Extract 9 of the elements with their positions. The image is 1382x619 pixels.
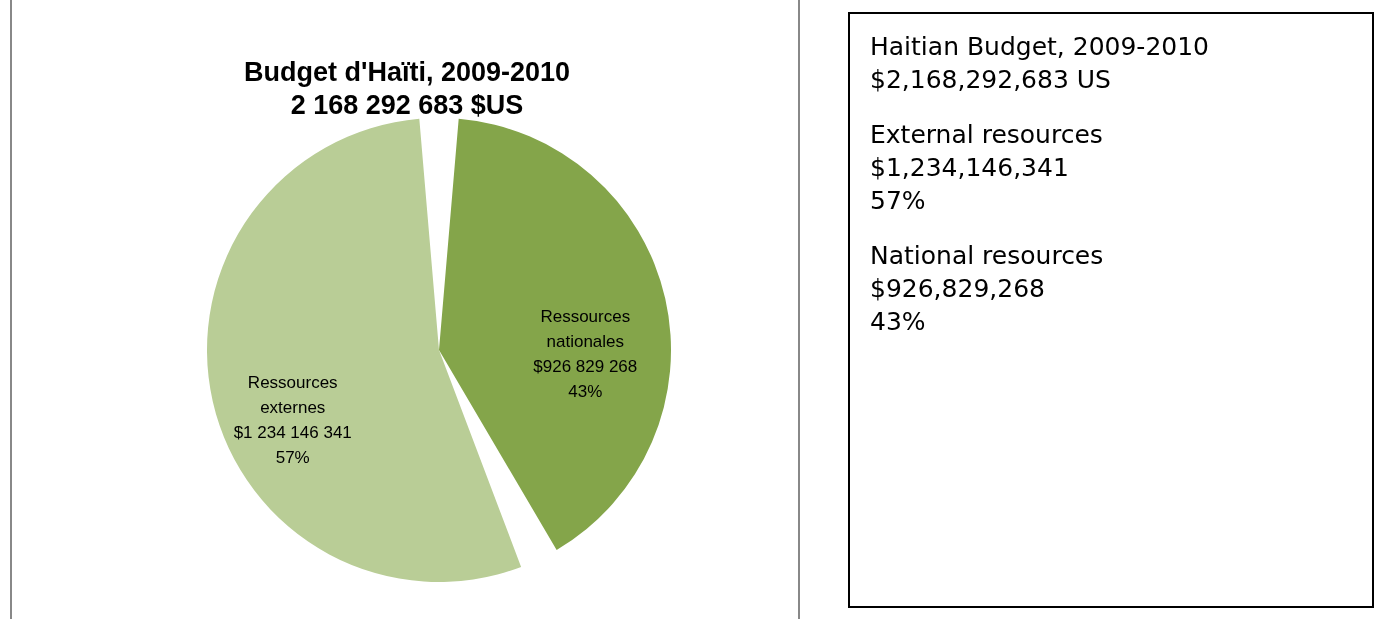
text: Haitian Budget, 2009-2010 $2,168,292,683 US — [870, 31, 1210, 96]
data-label: $1 234 146 341 57% — [233, 423, 352, 468]
text: External resources $1,234,146,341 57% — [870, 119, 1104, 217]
slice-label: Ressources nationales — [540, 306, 631, 351]
chart-title: Budget d'Haïti, 2009-2010 — [243, 57, 571, 87]
slice-label: Ressources externes — [247, 373, 338, 418]
text: National resources $926,829,268 43% — [870, 240, 1105, 338]
chart-subtitle: 2 168 292 683 $US — [290, 90, 524, 120]
data-label: $926 829 268 43% — [533, 356, 638, 401]
